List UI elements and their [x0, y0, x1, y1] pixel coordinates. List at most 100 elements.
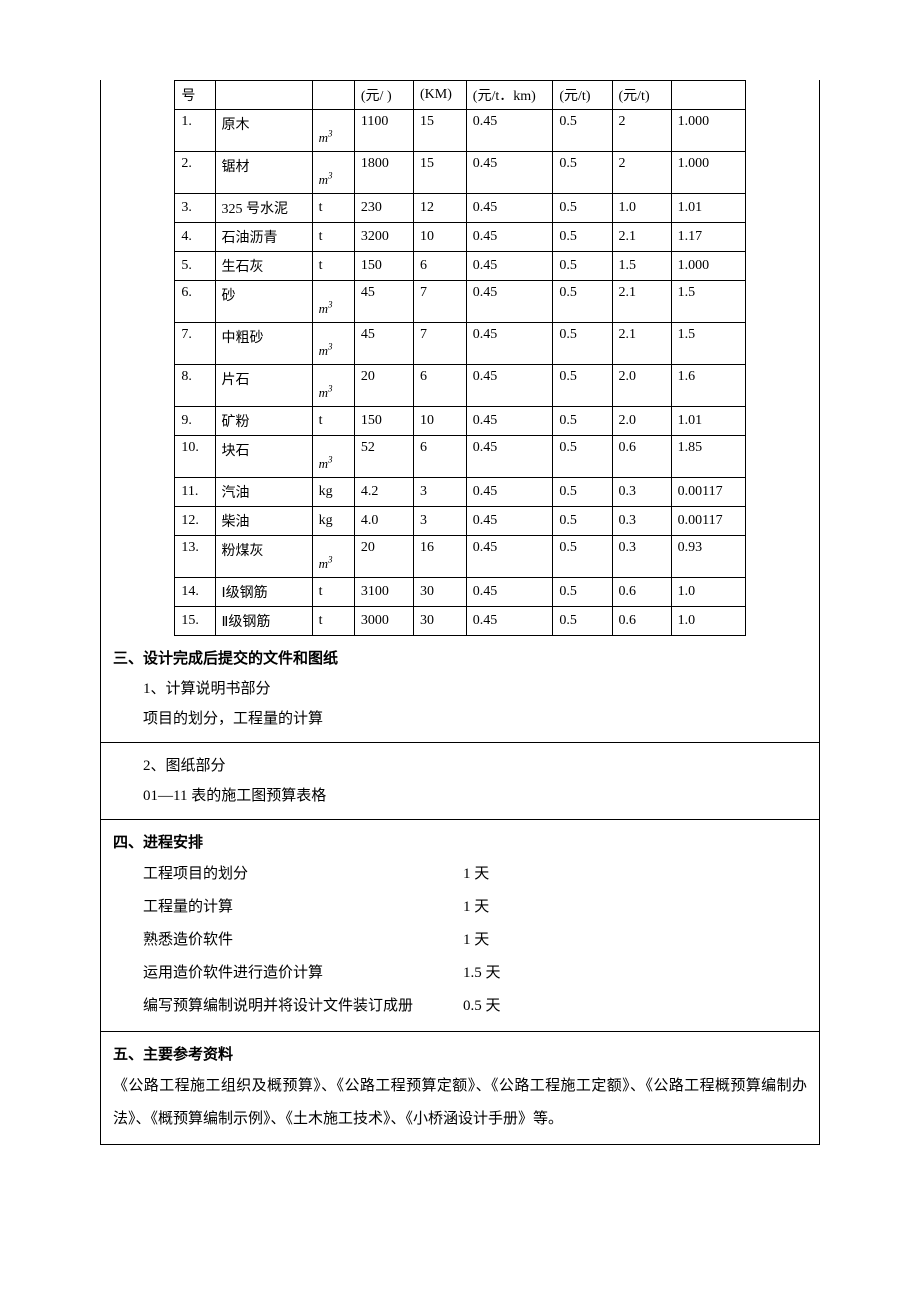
blank-cell	[745, 110, 819, 152]
cell-c5: 10	[414, 407, 467, 436]
unit-cell: m3	[312, 281, 354, 323]
table-row: 10.块石m35260.450.50.61.85	[101, 436, 819, 478]
cell-no: 13.	[175, 536, 215, 578]
cell-c4: 4.0	[354, 507, 413, 536]
table-row: 6.砂m34570.450.52.11.5	[101, 281, 819, 323]
cell-no: 1.	[175, 110, 215, 152]
cell-name: 柴油	[215, 507, 312, 536]
blank-cell	[101, 110, 175, 152]
section-4: 四、进程安排 工程项目的划分1 天工程量的计算1 天熟悉造价软件1 天运用造价软…	[101, 819, 819, 1031]
blank-cell	[745, 194, 819, 223]
cell-c7: 0.5	[553, 365, 612, 407]
cell-c9: 1.000	[671, 252, 745, 281]
cell-c5: 12	[414, 194, 467, 223]
blank-cell	[745, 536, 819, 578]
blank-cell	[745, 223, 819, 252]
cell-c9: 1.5	[671, 323, 745, 365]
unit-cell: t	[312, 194, 354, 223]
cell-c8: 2	[612, 110, 671, 152]
cell-c4: 3200	[354, 223, 413, 252]
table-row: 1.原木m31100150.450.521.000	[101, 110, 819, 152]
cell-c5: 3	[414, 478, 467, 507]
cell-c5: 10	[414, 223, 467, 252]
cell-c5: 30	[414, 578, 467, 607]
cell-name: 汽油	[215, 478, 312, 507]
cell-no: 15.	[175, 607, 215, 636]
cell-c5: 16	[414, 536, 467, 578]
cell-c8: 0.6	[612, 436, 671, 478]
table-row: 13.粉煤灰m320160.450.50.30.93	[101, 536, 819, 578]
cell-name: 生石灰	[215, 252, 312, 281]
schedule-label: 工程项目的划分	[143, 858, 463, 891]
cell-c4: 3000	[354, 607, 413, 636]
cell-c6: 0.45	[466, 281, 553, 323]
cell-no: 3.	[175, 194, 215, 223]
schedule-value: 1 天	[463, 891, 489, 924]
cell-c5: 7	[414, 323, 467, 365]
cell-c7: 0.5	[553, 407, 612, 436]
blank-cell	[745, 252, 819, 281]
blank-cell	[101, 578, 175, 607]
cell-c9: 1.0	[671, 578, 745, 607]
schedule-item: 运用造价软件进行造价计算1.5 天	[113, 957, 807, 990]
cell-c4: 3100	[354, 578, 413, 607]
cell-c9: 1.85	[671, 436, 745, 478]
blank-cell	[101, 323, 175, 365]
document-container: 号(元/ )(KM)(元/t．km)(元/t)(元/t)1.原木m3110015…	[100, 80, 820, 1145]
cell-c9: 1.01	[671, 194, 745, 223]
table-row: 12.柴油kg4.030.450.50.30.00117	[101, 507, 819, 536]
cell-c9: 1.6	[671, 365, 745, 407]
header-cell: (元/t)	[553, 81, 612, 110]
cell-c8: 2.0	[612, 407, 671, 436]
cell-c5: 3	[414, 507, 467, 536]
cell-no: 9.	[175, 407, 215, 436]
cell-name: 325 号水泥	[215, 194, 312, 223]
unit-cell: m3	[312, 436, 354, 478]
unit-cell: m3	[312, 323, 354, 365]
cell-c8: 2.0	[612, 365, 671, 407]
section-3-part2: 2、图纸部分 01—11 表的施工图预算表格	[101, 742, 819, 819]
cell-c7: 0.5	[553, 252, 612, 281]
cell-c7: 0.5	[553, 478, 612, 507]
cell-c8: 2.1	[612, 281, 671, 323]
cell-c6: 0.45	[466, 407, 553, 436]
cell-name: Ⅱ级钢筋	[215, 607, 312, 636]
cell-c4: 52	[354, 436, 413, 478]
table-row: 5.生石灰t15060.450.51.51.000	[101, 252, 819, 281]
cell-c4: 150	[354, 252, 413, 281]
cell-name: 锯材	[215, 152, 312, 194]
section-3-line4: 01—11 表的施工图预算表格	[113, 781, 807, 811]
cell-c7: 0.5	[553, 507, 612, 536]
cell-c6: 0.45	[466, 365, 553, 407]
table-row: 8.片石m32060.450.52.01.6	[101, 365, 819, 407]
cell-no: 8.	[175, 365, 215, 407]
cell-c5: 6	[414, 436, 467, 478]
blank-cell	[101, 407, 175, 436]
cell-name: Ⅰ级钢筋	[215, 578, 312, 607]
cell-c4: 45	[354, 281, 413, 323]
cell-c8: 0.6	[612, 578, 671, 607]
blank-cell	[101, 252, 175, 281]
blank-cell	[101, 281, 175, 323]
table-row: 4.石油沥青t3200100.450.52.11.17	[101, 223, 819, 252]
header-cell: 号	[175, 81, 215, 110]
cell-c6: 0.45	[466, 478, 553, 507]
cell-c9: 0.00117	[671, 478, 745, 507]
cell-no: 11.	[175, 478, 215, 507]
table-row: 11.汽油kg4.230.450.50.30.00117	[101, 478, 819, 507]
cell-c6: 0.45	[466, 578, 553, 607]
schedule-label: 编写预算编制说明并将设计文件装订成册	[143, 990, 463, 1023]
cell-c8: 0.3	[612, 536, 671, 578]
cell-c6: 0.45	[466, 436, 553, 478]
cell-no: 5.	[175, 252, 215, 281]
unit-cell: t	[312, 578, 354, 607]
cell-c7: 0.5	[553, 223, 612, 252]
blank-cell	[101, 152, 175, 194]
schedule-value: 1 天	[463, 858, 489, 891]
cell-c9: 1.000	[671, 152, 745, 194]
cell-c7: 0.5	[553, 607, 612, 636]
schedule-item: 熟悉造价软件1 天	[113, 924, 807, 957]
cell-c8: 0.3	[612, 478, 671, 507]
cell-c7: 0.5	[553, 436, 612, 478]
cell-c9: 1.17	[671, 223, 745, 252]
